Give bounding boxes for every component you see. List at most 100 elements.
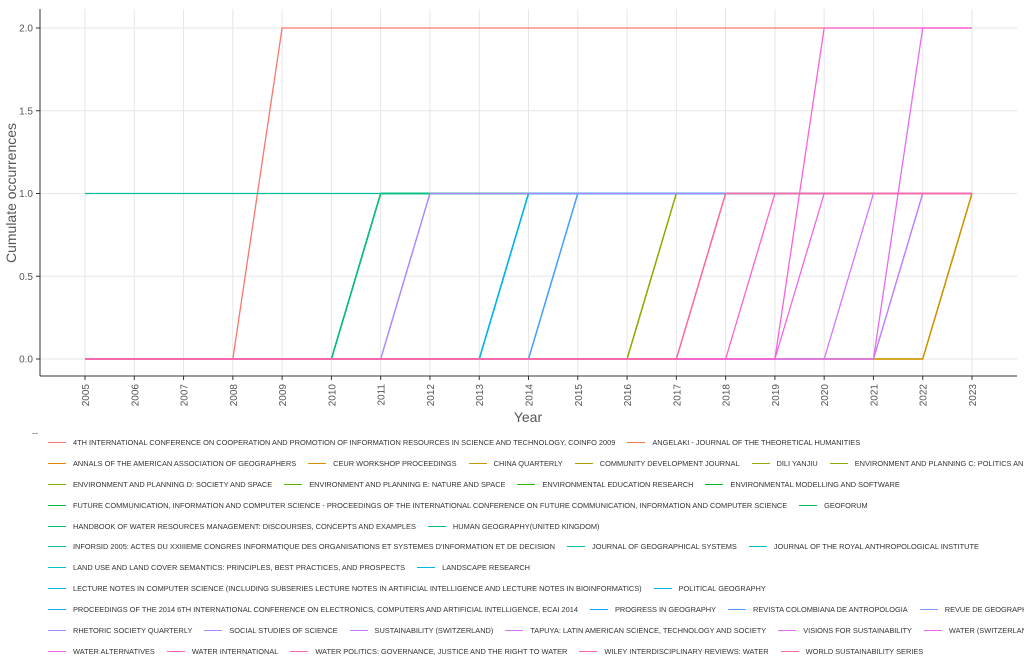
legend-item: WATER ALTERNATIVES (48, 647, 155, 656)
legend-item: LANDSCAPE RESEARCH (417, 563, 530, 572)
legend-item: TAPUYA: LATIN AMERICAN SCIENCE, TECHNOLO… (505, 626, 766, 635)
legend-title: -- (32, 428, 38, 438)
legend-item: SUSTAINABILITY (SWITZERLAND) (349, 625, 494, 635)
y-axis-label: Cumulate occurrences (3, 123, 19, 263)
legend-item: REVISTA COLOMBIANA DE ANTROPOLOGIA (728, 605, 908, 614)
legend-label: CEUR WORKSHOP PROCEEDINGS (333, 458, 457, 468)
x-tick-label: 2016 (623, 384, 634, 407)
legend-swatch (829, 462, 848, 464)
y-tick-label: 0.5 (19, 272, 33, 283)
legend-label: ANGELAKI - JOURNAL OF THE THEORETICAL HU… (652, 437, 861, 447)
legend-swatch (468, 462, 487, 464)
legend-row: ANNALS OF THE AMERICAN ASSOCIATION OF GE… (48, 453, 1024, 474)
legend-item: PROCEEDINGS OF THE 2014 6TH INTERNATIONA… (48, 605, 578, 614)
x-tick-label: 2006 (130, 384, 141, 407)
legend-item: LECTURE NOTES IN COMPUTER SCIENCE (INCLU… (48, 584, 642, 593)
legend-item: LAND USE AND LAND COVER SEMANTICS: PRINC… (48, 563, 405, 572)
legend-row: WATER ALTERNATIVES WATER INTERNATIONAL WAT… (48, 641, 1018, 662)
x-tick-label: 2015 (574, 384, 585, 407)
legend-label: ENVIRONMENT AND PLANNING D: SOCIETY AND … (73, 479, 273, 489)
grid-lines (36, 9, 1017, 380)
legend-swatch (919, 609, 938, 611)
legend-label: SOCIAL STUDIES OF SCIENCE (229, 625, 338, 635)
legend-label: SUSTAINABILITY (SWITZERLAND) (374, 625, 494, 635)
legend-label: WATER POLITICS: GOVERNANCE, JUSTICE AND … (315, 646, 568, 656)
legend-swatch (705, 483, 724, 485)
legend-item: VISIONS FOR SUSTAINABILITY (778, 626, 912, 635)
legend-label: INFORSID 2005: ACTES DU XXIIIEME CONGRES… (73, 542, 556, 552)
legend-item: WATER POLITICS: GOVERNANCE, JUSTICE AND … (290, 647, 567, 656)
x-tick-label: 2020 (820, 384, 831, 407)
x-tick-label: 2012 (426, 384, 437, 407)
legend-item: WILEY INTERDISCIPLINARY REVIEWS: WATER (579, 646, 769, 656)
legend-item: HANDBOOK OF WATER RESOURCES MANAGEMENT: … (48, 522, 416, 531)
tick-labels: 2005 2006 2007 2008 2009 2010 2011 2012 2013 2014… (19, 24, 979, 407)
legend-label: RHETORIC SOCIETY QUARTERLY (73, 625, 193, 635)
legend-swatch (166, 650, 185, 652)
legend-swatch (48, 650, 66, 652)
legend-item: ANNALS OF THE AMERICAN ASSOCIATION OF GE… (48, 459, 296, 468)
axes (39, 9, 1017, 377)
x-tick-label: 2022 (919, 384, 930, 407)
legend-label: LAND USE AND LAND COVER SEMANTICS: PRINC… (73, 563, 406, 573)
x-tick-label: 2017 (672, 384, 683, 407)
legend-swatch (48, 483, 66, 485)
legend-item: CEUR WORKSHOP PROCEEDINGS (308, 458, 457, 468)
legend-label: ENVIRONMENTAL MODELLING AND SOFTWARE (730, 479, 900, 489)
legend-swatch (574, 462, 593, 464)
legend-row: 4TH INTERNATIONAL CONFERENCE ON COOPERAT… (48, 432, 1018, 453)
x-tick-label: 2007 (180, 384, 191, 407)
legend-item: ENVIRONMENT AND PLANNING C: POLITICS AND… (829, 458, 1024, 468)
series-line (85, 192, 972, 360)
line-chart: 2005 2006 2007 2008 2009 2010 2011 2012 2013 2014… (3, 9, 1017, 425)
legend-swatch (751, 462, 770, 464)
x-tick-label: 2021 (869, 384, 880, 407)
x-axis-label: Year (514, 409, 543, 425)
x-tick-label: 2013 (475, 384, 486, 407)
legend-swatch (728, 609, 747, 611)
legend-label: FUTURE COMMUNICATION, INFORMATION AND CO… (73, 500, 788, 510)
legend-swatch (308, 462, 327, 464)
legend-item: WATER INTERNATIONAL (166, 647, 278, 656)
x-tick-label: 2010 (327, 384, 338, 407)
legend-item: ENVIRONMENT AND PLANNING E: NATURE AND S… (284, 480, 505, 489)
legend-label: ENVIRONMENTAL EDUCATION RESEARCH (542, 479, 694, 489)
legend-swatch (349, 629, 368, 631)
legend-swatch (48, 609, 66, 611)
legend-label: ENVIRONMENT AND PLANNING C: POLITICS AND… (854, 458, 1024, 468)
legend-row: RHETORIC SOCIETY QUARTERLY SOCIAL STUDIES… (48, 620, 1024, 641)
legend-label: DILI YANJIU (776, 458, 818, 468)
legend-label: WILEY INTERDISCIPLINARY REVIEWS: WATER (604, 646, 769, 656)
x-tick-label: 2005 (81, 384, 92, 407)
legend-item: ENVIRONMENT AND PLANNING D: SOCIETY AND … (48, 480, 272, 489)
legend-swatch (923, 629, 942, 631)
legend-swatch (748, 546, 767, 548)
legend-swatch (780, 650, 799, 652)
legend-label: VISIONS FOR SUSTAINABILITY (803, 625, 912, 635)
legend-item: WORLD SUSTAINABILITY SERIES (780, 647, 923, 656)
legend-item: CHINA QUARTERLY (468, 459, 563, 468)
legend-row: LECTURE NOTES IN COMPUTER SCIENCE (INCLU… (48, 578, 1018, 599)
legend-row: PROCEEDINGS OF THE 2014 6TH INTERNATIONA… (48, 599, 1024, 620)
legend-swatch (517, 483, 536, 485)
legend-swatch (284, 483, 303, 485)
legend-item: ENVIRONMENTAL EDUCATION RESEARCH (517, 480, 693, 489)
y-tick-label: 1.5 (19, 106, 33, 117)
legend-swatch (48, 504, 66, 506)
legend-swatch (505, 629, 524, 631)
legend-swatch (653, 588, 672, 590)
legend-item: GEOFORUM (799, 501, 868, 510)
legend-item: 4TH INTERNATIONAL CONFERENCE ON COOPERAT… (48, 438, 615, 447)
legend-item: ANGELAKI - JOURNAL OF THE THEORETICAL HU… (627, 438, 860, 447)
y-tick-label: 0.0 (19, 355, 33, 366)
legend-swatch (48, 567, 66, 569)
legend-swatch (417, 567, 436, 569)
legend-swatch (48, 629, 66, 631)
legend-item: POLITICAL GEOGRAPHY (653, 584, 766, 593)
legend-label: COMMUNITY DEVELOPMENT JOURNAL (599, 458, 740, 468)
legend-label: ANNALS OF THE AMERICAN ASSOCIATION OF GE… (73, 458, 297, 468)
legend-swatch (778, 629, 797, 631)
legend-swatch (204, 629, 223, 631)
legend-label: REVUE DE GEOGRAPHIE ALPINE (944, 605, 1024, 615)
legend-item: INFORSID 2005: ACTES DU XXIIIEME CONGRES… (48, 542, 555, 551)
